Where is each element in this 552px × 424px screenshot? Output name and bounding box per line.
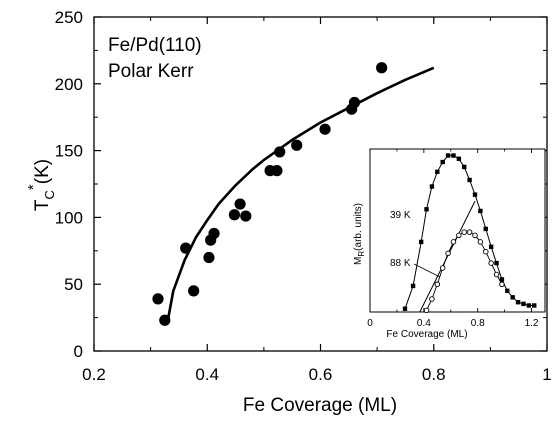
main-y-tick-label: 50 xyxy=(64,275,83,294)
inset-39k-point xyxy=(483,226,488,232)
inset-88k-point xyxy=(439,265,446,271)
main-y-tick-label: 100 xyxy=(55,208,83,227)
inset-39k-point xyxy=(521,301,526,307)
inset-y-label-subscript: R xyxy=(357,251,366,257)
main-data-point xyxy=(208,227,220,240)
inset-39k-point xyxy=(451,153,456,158)
inset-y-axis-label: MR(arb. units) xyxy=(353,203,366,265)
inset-88k-point xyxy=(488,260,494,266)
inset-39k-point xyxy=(510,295,515,300)
inset-39k-point xyxy=(478,208,483,214)
inset-88k-point xyxy=(450,239,457,245)
inset-88k-guide-line xyxy=(419,200,476,313)
inset-39k-point xyxy=(526,303,532,308)
inset-88k-point xyxy=(472,232,478,239)
inset-39k-point xyxy=(418,239,424,245)
main-data-point xyxy=(234,198,246,210)
main-data-point xyxy=(291,139,303,151)
inset-39k-point xyxy=(532,303,537,308)
inset-39k-point xyxy=(445,153,451,158)
inset-39k-point xyxy=(424,207,429,212)
inset-ticks xyxy=(369,149,532,312)
inset-39k-point xyxy=(440,159,445,165)
inset-39k-point xyxy=(515,300,521,305)
inset-39k-point xyxy=(467,177,472,183)
inset-88k-point xyxy=(445,250,451,257)
svg-text:TC*(K): TC*(K) xyxy=(25,159,57,211)
main-tick-labels: 0.2 0.4 0.6 0.8 1 0 50 100 150 200 250 xyxy=(55,8,552,384)
inset-39k-point xyxy=(462,164,467,170)
inset-39k-point xyxy=(505,288,510,294)
main-data-point xyxy=(152,293,164,305)
inset-39k-point xyxy=(456,156,462,161)
main-y-tick-label: 200 xyxy=(55,75,83,94)
main-x-tick-label: 1 xyxy=(542,365,551,384)
inset-39k-point xyxy=(410,283,416,289)
inset-88k-point xyxy=(477,239,484,245)
main-x-tick-label: 0.4 xyxy=(195,365,219,384)
main-data-point xyxy=(180,242,192,254)
main-x-tick-label: 0.6 xyxy=(309,365,333,384)
main-data-point xyxy=(240,210,252,222)
main-y-label-subscript: C xyxy=(42,190,57,199)
annotation-method: Polar Kerr xyxy=(108,61,194,82)
main-x-axis-label: Fe Coverage (ML) xyxy=(243,395,397,416)
main-y-tick-label: 150 xyxy=(55,142,83,161)
inset-39k-point xyxy=(435,169,440,175)
inset-y-label-symbol: M xyxy=(353,257,364,265)
main-y-label-symbol: T xyxy=(32,199,53,211)
main-y-axis-label: TC*(K) xyxy=(25,159,57,211)
annotation-sample: Fe/Pd(110) xyxy=(108,35,202,56)
main-y-tick-label: 0 xyxy=(74,342,83,361)
main-y-tick-label: 250 xyxy=(55,8,83,27)
inset-39k-point xyxy=(402,306,408,311)
inset-88k-point xyxy=(434,281,441,288)
inset-series-label-39k: 39 K xyxy=(390,210,411,221)
inset-39k-point xyxy=(488,244,494,249)
inset-x-tick-label: 0.8 xyxy=(471,318,485,329)
main-data-point xyxy=(228,209,241,221)
main-data-point xyxy=(376,62,388,74)
inset-39k-point xyxy=(499,277,505,282)
inset-series-label-88k: 88 K xyxy=(390,258,411,269)
main-data-point xyxy=(319,123,331,135)
inset-39k-point xyxy=(429,184,435,189)
main-series xyxy=(152,62,435,326)
inset-series xyxy=(402,153,537,314)
inset-88k-label-leader xyxy=(413,263,441,278)
inset-88k-point xyxy=(429,296,435,302)
svg-text:MR(arb. units): MR(arb. units) xyxy=(353,203,366,265)
main-x-tick-label: 0.2 xyxy=(82,365,106,384)
inset-chart: 0 0.4 0.8 1.2 39 K 88 K Fe Coverage (ML) MR… xyxy=(353,148,546,340)
inset-x-tick-label: 1.2 xyxy=(525,318,539,329)
inset-x-tick-label: 0.4 xyxy=(417,318,431,329)
inset-88k-point xyxy=(493,271,500,278)
main-data-point xyxy=(188,285,200,297)
inset-88k-point xyxy=(499,281,505,288)
inset-88k-point xyxy=(466,229,473,235)
inset-88k-point xyxy=(483,248,489,255)
inset-y-label-unit: (arb. units) xyxy=(353,203,364,251)
inset-88k-point xyxy=(456,232,462,239)
inset-plot-frame xyxy=(369,148,546,313)
inset-88k-point xyxy=(461,229,467,235)
main-data-point xyxy=(274,146,286,158)
inset-tick-labels: 0 0.4 0.8 1.2 xyxy=(367,318,539,329)
inset-39k-point xyxy=(494,260,499,266)
main-x-tick-label: 0.8 xyxy=(422,365,446,384)
inset-39k-point xyxy=(472,192,478,197)
inset-x-tick-label: 0 xyxy=(367,318,373,329)
main-data-point xyxy=(271,165,283,177)
inset-88k-point xyxy=(423,307,430,314)
inset-x-axis-label: Fe Coverage (ML) xyxy=(386,329,467,340)
main-y-label-superscript: * xyxy=(25,184,42,190)
main-data-point xyxy=(348,96,361,109)
main-data-point xyxy=(203,251,215,264)
main-y-label-unit: (K) xyxy=(32,159,53,184)
main-data-point xyxy=(159,314,171,326)
